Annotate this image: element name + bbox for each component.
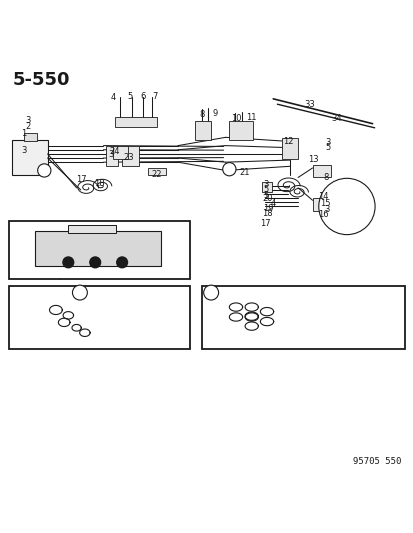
Text: 15: 15 (319, 199, 330, 208)
Circle shape (203, 285, 218, 300)
Bar (9, 221, 190, 279)
Text: 5: 5 (325, 143, 330, 152)
Text: 9: 9 (212, 109, 217, 118)
Bar (312, 165, 330, 177)
Text: 25: 25 (152, 301, 162, 310)
Text: 12: 12 (70, 267, 81, 276)
Circle shape (38, 164, 51, 177)
Bar (35, 231, 161, 265)
Text: 11: 11 (246, 113, 256, 122)
Bar (261, 182, 272, 192)
Text: 6: 6 (140, 92, 145, 101)
Bar (24, 133, 37, 141)
Bar (105, 146, 118, 166)
Text: 13: 13 (104, 267, 114, 276)
Text: 22: 22 (151, 169, 161, 179)
Text: 19: 19 (26, 240, 36, 249)
Bar (9, 286, 190, 349)
Bar (281, 138, 297, 159)
Text: 18: 18 (262, 209, 273, 219)
Text: B: B (208, 288, 214, 297)
Bar (112, 147, 128, 159)
Text: 1: 1 (21, 128, 26, 138)
Text: 5: 5 (263, 185, 268, 195)
Text: (MODULATOR): (MODULATOR) (56, 272, 115, 281)
Text: 28: 28 (152, 306, 162, 316)
Text: 12: 12 (282, 136, 293, 146)
Bar (194, 121, 211, 140)
Text: 2: 2 (26, 122, 31, 131)
Text: 4: 4 (270, 199, 275, 208)
Bar (68, 225, 116, 232)
Text: 95705 550: 95705 550 (352, 457, 401, 466)
Text: 29: 29 (200, 305, 211, 313)
Circle shape (222, 163, 235, 176)
Text: 26: 26 (19, 316, 29, 325)
Circle shape (116, 257, 127, 268)
Text: 3: 3 (109, 150, 114, 159)
Bar (122, 146, 138, 166)
Circle shape (63, 257, 74, 268)
Text: 30: 30 (200, 314, 211, 323)
Circle shape (72, 285, 87, 300)
Text: 14: 14 (318, 192, 328, 200)
Text: 33: 33 (304, 100, 314, 109)
Text: 3: 3 (26, 116, 31, 125)
Text: 17: 17 (76, 175, 87, 184)
Text: 27: 27 (152, 322, 162, 331)
Circle shape (90, 257, 100, 268)
Text: 3: 3 (263, 181, 268, 189)
Text: 17: 17 (259, 219, 270, 228)
Text: 5: 5 (263, 191, 268, 200)
Text: 10: 10 (231, 114, 242, 123)
Text: 25: 25 (19, 308, 29, 317)
Text: 24: 24 (109, 147, 120, 156)
Bar (12, 140, 47, 175)
Circle shape (318, 179, 374, 235)
Text: A: A (42, 166, 47, 175)
Text: 31: 31 (368, 303, 379, 312)
Text: 9: 9 (161, 234, 166, 243)
Text: 11: 11 (26, 234, 36, 243)
Text: 32: 32 (368, 310, 379, 319)
Text: B: B (226, 165, 231, 174)
Bar (228, 121, 252, 140)
Text: 13: 13 (307, 155, 318, 164)
Text: 20: 20 (262, 193, 273, 203)
Text: 23: 23 (123, 152, 133, 161)
Text: 23: 23 (158, 240, 169, 249)
Text: 34: 34 (330, 114, 341, 123)
Text: 19: 19 (262, 204, 273, 213)
Text: 8: 8 (199, 110, 204, 119)
Text: 4: 4 (111, 93, 116, 102)
Text: 18: 18 (94, 179, 104, 188)
Text: 3: 3 (324, 205, 329, 214)
Text: 16: 16 (318, 210, 328, 219)
Bar (202, 286, 404, 349)
Bar (115, 117, 157, 126)
Bar (312, 198, 330, 211)
Bar (148, 168, 165, 175)
Text: 7: 7 (152, 92, 157, 101)
Text: A: A (77, 288, 83, 297)
Text: 8: 8 (323, 173, 328, 182)
Text: 5-550: 5-550 (12, 71, 70, 89)
Text: 21: 21 (238, 168, 249, 177)
Text: 3: 3 (22, 146, 27, 155)
Text: 3: 3 (325, 138, 330, 147)
Text: 5: 5 (127, 92, 132, 101)
